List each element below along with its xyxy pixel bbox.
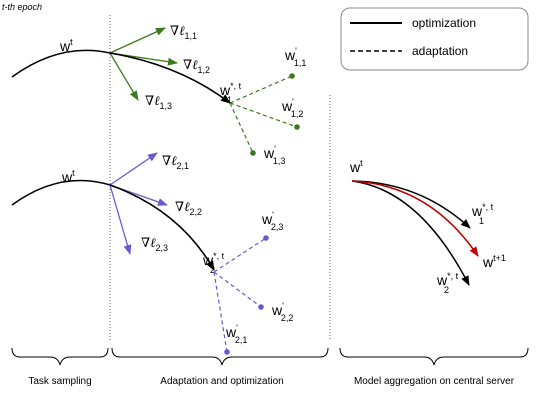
w-star-label-2: w*, t (202, 251, 225, 268)
adapt-point-1-3 (250, 150, 256, 156)
agg-arrow-w1 (351, 180, 471, 229)
adapt-point-2-2 (258, 304, 264, 310)
adapt-point-2-3 (263, 235, 269, 241)
epoch-label: t-th epoch (2, 2, 42, 12)
adapt-line-2-2 (213, 271, 262, 308)
w-prime-2-2: w' 2,2 (271, 301, 293, 323)
agg-arrow-w2 (351, 180, 470, 286)
adapt-point-2-1 (224, 349, 230, 355)
w-star-label-1: w*, t (219, 81, 242, 98)
w1-star-sub-agg: 1 (479, 216, 484, 226)
model-trajectory-2 (11, 179, 111, 206)
adapt-line-1-3 (229, 102, 254, 154)
grad-label-1-1: ∇ℓ1,1 (170, 24, 197, 41)
legend: optimization adaptation (340, 7, 529, 71)
caption-adaptation: Adaptation and optimization (160, 376, 283, 387)
adapt-point-1-1 (289, 73, 295, 79)
w-prime-1-1: w' 1,1 (284, 46, 306, 68)
w-star-sub-1: 1 (227, 95, 232, 105)
caption-task-sampling: Task sampling (28, 376, 91, 387)
w2-star-sub-agg: 2 (444, 285, 449, 295)
w2-star-agg: w*, t (436, 271, 459, 288)
grad-label-1-2: ∇ℓ1,2 (183, 58, 210, 75)
grad-label-2-2: ∇ℓ2,2 (175, 200, 202, 217)
task-2-group: wt ∇ℓ2,1 ∇ℓ2,2 ∇ℓ2,3 w*, t 2 w' 2,3 (11, 152, 293, 355)
w-prime-1-3: w' 1,3 (263, 144, 285, 166)
w-t-plus-1-agg: wt+1 (482, 253, 506, 270)
grad-label-2-1: ∇ℓ2,1 (162, 154, 189, 171)
grad-arrow-1-1 (109, 27, 166, 54)
w-star-sub-2: 2 (210, 265, 215, 275)
brace-task-sampling (11, 347, 109, 366)
aggregation-group: wt w*, t 1 wt+1 w*, t 2 (349, 158, 506, 295)
grad-arrow-2-3 (109, 184, 132, 255)
grad-arrow-1-3 (109, 52, 139, 101)
adapt-line-1-2 (229, 102, 298, 128)
grad-arrow-2-1 (109, 152, 158, 186)
agg-arrow-wt1 (351, 180, 479, 257)
adapt-point-1-2 (294, 124, 300, 130)
grad-label-1-3: ∇ℓ1,3 (145, 94, 172, 111)
w-prime-2-1: w' 2,1 (225, 323, 247, 345)
adapt-line-2-3 (213, 237, 267, 273)
w-t-label-agg: wt (349, 158, 363, 175)
w-prime-2-3: w' 2,3 (261, 210, 283, 232)
adapt-line-2-1 (213, 271, 228, 353)
legend-adaptation: adaptation (412, 44, 468, 58)
opt-arrow-1 (109, 52, 231, 104)
w-t-label-2: wt (61, 168, 75, 185)
adapt-line-1-1 (229, 75, 293, 104)
model-trajectory-1 (11, 49, 111, 78)
task-1-group: wt ∇ℓ1,1 ∇ℓ1,2 ∇ℓ1,3 w*, t 1 w' 1,1 (11, 24, 306, 166)
caption-aggregation: Model aggregation on central server (354, 376, 515, 387)
w-t-label-1: wt (59, 37, 73, 54)
w-prime-1-2: w' 1,2 (281, 97, 303, 119)
legend-optimization: optimization (412, 16, 476, 30)
opt-arrow-2 (109, 184, 215, 271)
w1-star-agg: w*, t (471, 202, 494, 219)
grad-label-2-3: ∇ℓ2,3 (141, 236, 168, 253)
brace-aggregation (339, 347, 529, 366)
brace-adaptation (111, 347, 329, 366)
